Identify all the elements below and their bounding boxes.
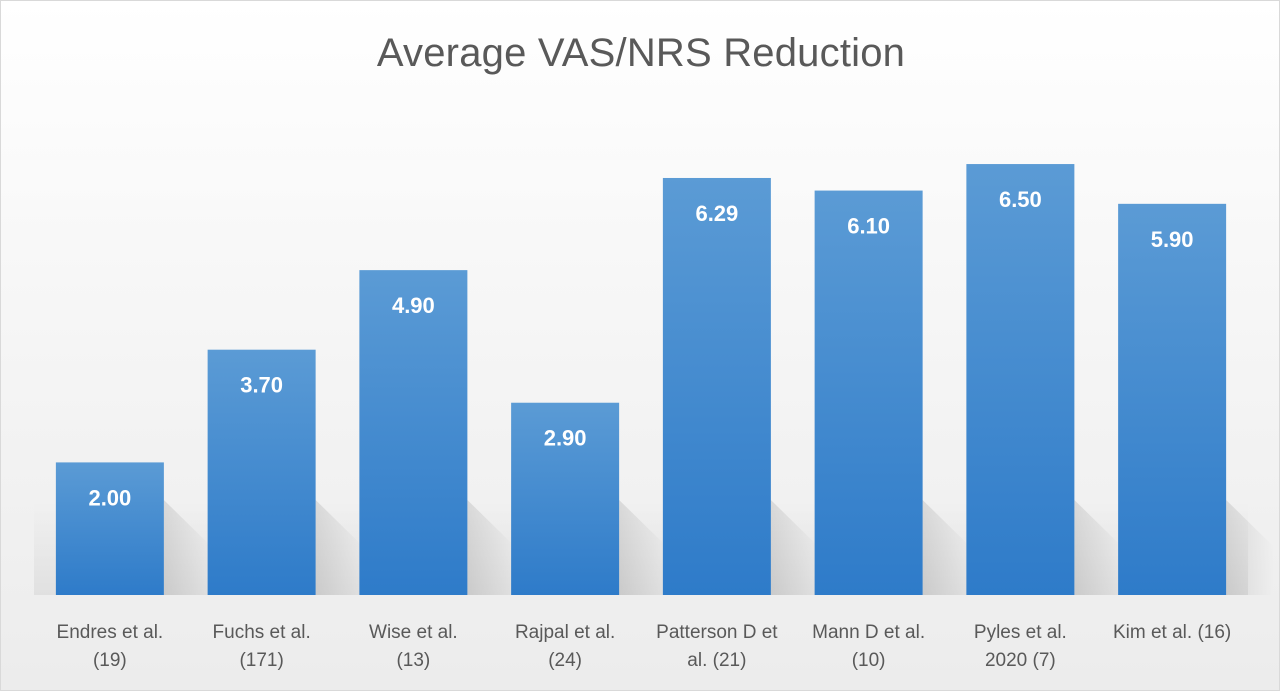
category-label: Rajpal et al.: [515, 622, 615, 643]
bar-shadow: [1226, 500, 1275, 595]
bar: [511, 402, 620, 595]
chart-title: Average VAS/NRS Reduction: [376, 31, 906, 75]
bar: [966, 164, 1075, 596]
bar-shadow: [1074, 500, 1123, 595]
data-labels: 2.00 3.70 4.90 2.90 6.29 6.10 6.50 5.90: [88, 187, 1193, 510]
data-label: 2.90: [544, 426, 587, 451]
bar-shadow: [770, 500, 819, 595]
category-label: 2020 (7): [985, 650, 1056, 671]
bar: [1118, 203, 1227, 595]
category-label: Endres et al.: [57, 622, 164, 643]
category-label: Wise et al.: [369, 622, 458, 643]
category-label: (13): [396, 650, 430, 671]
bar: [359, 270, 468, 595]
data-label: 6.10: [847, 214, 890, 239]
bar: [55, 462, 164, 595]
bar: [662, 177, 771, 595]
bar-shadow: [163, 500, 212, 595]
category-label: (24): [548, 650, 582, 671]
bar-shadow: [467, 500, 516, 595]
data-label: 6.29: [695, 201, 738, 226]
bar: [207, 349, 316, 595]
bar-shadow: [922, 500, 971, 595]
bar: [814, 190, 923, 595]
bar-shadow: [619, 500, 668, 595]
category-label: (10): [852, 650, 886, 671]
category-label: Fuchs et al.: [213, 622, 311, 643]
data-label: 4.90: [392, 293, 435, 318]
category-label: Patterson D et: [656, 622, 778, 643]
bars: [55, 164, 1227, 596]
category-labels: Endres et al. (19) Fuchs et al. (171) Wise e…: [57, 622, 1232, 671]
data-label: 5.90: [1151, 227, 1194, 252]
category-label: al. (21): [687, 650, 746, 671]
data-label: 3.70: [240, 373, 283, 398]
category-label: (171): [239, 650, 283, 671]
data-label: 2.00: [88, 485, 131, 510]
category-label: Kim et al. (16): [1113, 622, 1231, 643]
category-label: Mann D et al.: [812, 622, 925, 643]
category-label: (19): [93, 650, 127, 671]
category-label: Pyles et al.: [974, 622, 1067, 643]
data-label: 6.50: [999, 187, 1042, 212]
bar-shadow: [315, 500, 364, 595]
